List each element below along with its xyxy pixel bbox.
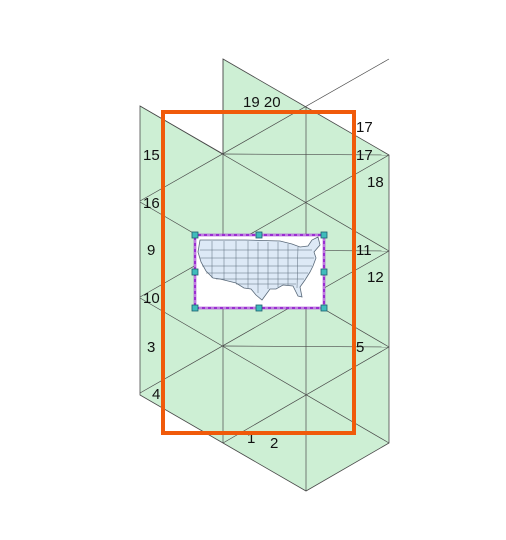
- handle-bottom-left[interactable]: [191, 304, 199, 312]
- face-label-11: 11: [356, 242, 372, 259]
- handle-middle-left[interactable]: [191, 268, 199, 276]
- selection-handles[interactable]: [191, 231, 328, 312]
- handle-middle-right[interactable]: [320, 268, 328, 276]
- handle-top-right[interactable]: [320, 231, 328, 239]
- usa-states-map-icon[interactable]: [195, 235, 324, 308]
- handle-bottom-middle[interactable]: [255, 304, 263, 312]
- face-label-9: 9: [147, 242, 155, 259]
- face-label-1: 1: [247, 430, 255, 447]
- face-label-18: 18: [367, 174, 384, 191]
- face-label-16: 16: [143, 195, 160, 212]
- handle-bottom-right[interactable]: [320, 304, 328, 312]
- face-label-12: 12: [367, 269, 384, 286]
- face-label-10: 10: [143, 290, 160, 307]
- page-frame[interactable]: [161, 110, 356, 435]
- face-labels: 15 16 9 10 3 4 19 20 17 17 18 11 12 5 1 …: [143, 94, 384, 452]
- face-label-19-20: 19 20: [243, 94, 281, 111]
- face-label-3: 3: [147, 339, 155, 356]
- face-label-17-top: 17: [356, 119, 373, 136]
- face-label-15: 15: [143, 147, 160, 164]
- face-label-17: 17: [356, 147, 373, 164]
- face-label-5: 5: [356, 339, 364, 356]
- handle-top-left[interactable]: [191, 231, 199, 239]
- face-label-4: 4: [152, 386, 160, 403]
- handle-top-middle[interactable]: [255, 231, 263, 239]
- state-borders: [200, 241, 314, 293]
- face-label-2: 2: [270, 435, 278, 452]
